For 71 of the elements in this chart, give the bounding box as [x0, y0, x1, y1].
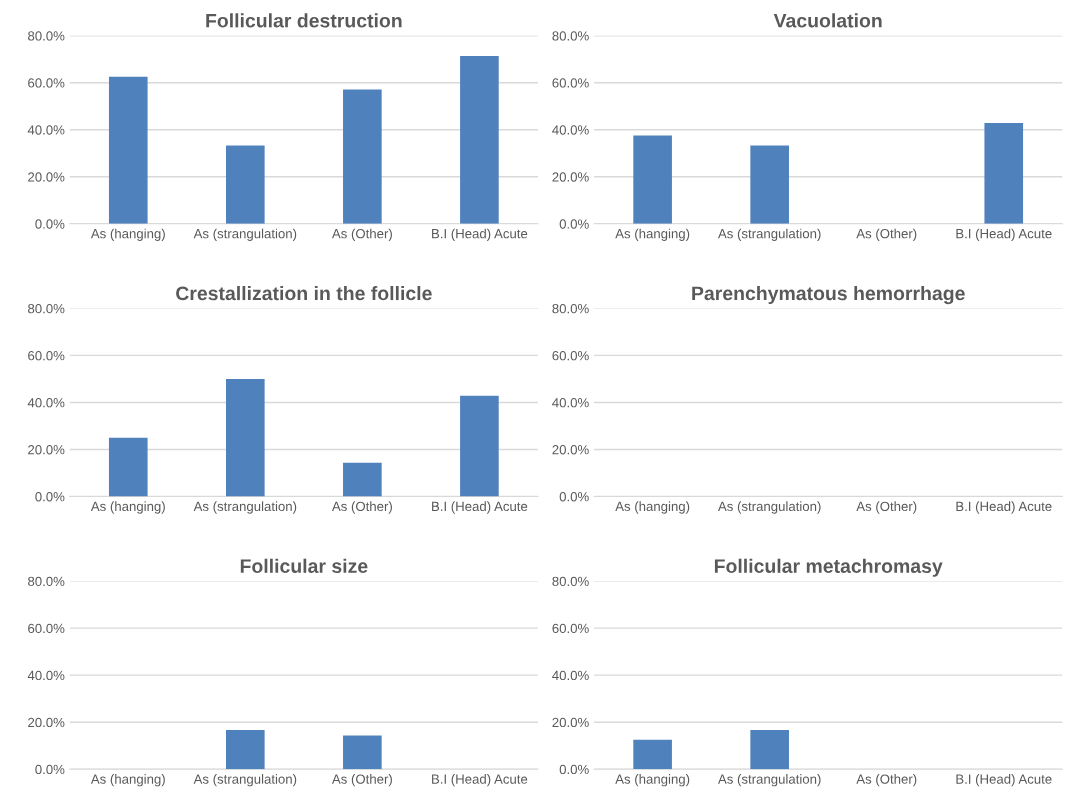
- x-tick-label: B.I (Head) Acute: [432, 228, 528, 241]
- x-tick-label: B.I (Head) Acute: [956, 501, 1052, 514]
- x-tick-label: As (strangulation): [717, 228, 821, 241]
- y-tick-label: 60.0%: [28, 78, 65, 88]
- chart-title: Follicular size: [240, 558, 368, 573]
- chart-title: Crestallization in the follicle: [176, 285, 432, 301]
- x-tick-label: As (strangulation): [193, 501, 297, 514]
- y-tick-label: 40.0%: [552, 398, 589, 408]
- x-tick-label: As (hanging): [90, 501, 165, 514]
- y-tick-label: 40.0%: [27, 125, 65, 135]
- x-tick-label: As (Other): [856, 501, 917, 514]
- chart-title: Follicular metachromasy: [714, 558, 943, 577]
- chart-title: Parenchymatous hemorrhage: [692, 285, 965, 305]
- y-tick-label: 80.0%: [28, 576, 65, 587]
- x-tick-label: As (hanging): [90, 774, 165, 787]
- y-tick-label: 20.0%: [552, 172, 589, 182]
- x-tick-label: As (Other): [331, 228, 392, 241]
- bar: [343, 462, 382, 497]
- x-tick-label: As (hanging): [615, 774, 690, 787]
- y-tick-label: 80.0%: [28, 303, 65, 314]
- y-tick-label: 60.0%: [28, 623, 65, 634]
- x-tick-label: B.I (Head) Acute: [432, 774, 528, 787]
- x-tick-label: As (Other): [856, 774, 917, 787]
- bar: [226, 145, 265, 224]
- x-tick-label: As (strangulation): [717, 774, 821, 787]
- bar: [984, 122, 1024, 224]
- x-tick-label: As (hanging): [615, 501, 690, 514]
- y-tick-label: 40.0%: [27, 398, 65, 408]
- y-tick-label: 80.0%: [28, 31, 65, 41]
- bar: [226, 378, 265, 497]
- y-tick-label: 20.0%: [28, 445, 65, 455]
- x-tick-label: B.I (Head) Acute: [432, 501, 528, 514]
- x-tick-label: As (hanging): [615, 228, 690, 241]
- y-tick-label: 0.0%: [35, 764, 65, 775]
- y-tick-label: 0.0%: [559, 764, 589, 775]
- y-tick-label: 40.0%: [552, 125, 589, 135]
- y-tick-label: 20.0%: [552, 445, 589, 455]
- bar: [108, 437, 148, 497]
- x-tick-label: As (Other): [331, 774, 392, 787]
- x-tick-label: As (strangulation): [193, 228, 297, 241]
- chart-title: Vacuolation: [773, 13, 882, 28]
- x-tick-label: B.I (Head) Acute: [956, 774, 1052, 787]
- x-tick-label: As (strangulation): [193, 774, 297, 787]
- y-tick-label: 20.0%: [28, 172, 65, 182]
- bar: [460, 395, 499, 497]
- x-tick-label: As (Other): [856, 228, 917, 241]
- bar: [633, 135, 672, 224]
- chart-title: Follicular destruction: [206, 13, 402, 28]
- bar: [343, 89, 382, 224]
- x-tick-label: As (strangulation): [717, 501, 821, 514]
- y-tick-label: 60.0%: [552, 350, 589, 361]
- bar: [750, 145, 789, 224]
- y-tick-label: 0.0%: [559, 219, 589, 229]
- y-tick-label: 80.0%: [552, 576, 589, 587]
- y-tick-label: 60.0%: [552, 623, 589, 634]
- y-tick-label: 60.0%: [28, 350, 65, 361]
- y-tick-label: 0.0%: [559, 492, 589, 502]
- y-tick-label: 40.0%: [27, 670, 65, 681]
- y-tick-label: 40.0%: [552, 670, 589, 681]
- x-tick-label: As (Other): [331, 501, 392, 514]
- x-tick-label: As (hanging): [90, 228, 165, 241]
- y-tick-label: 20.0%: [28, 717, 65, 728]
- y-tick-label: 80.0%: [552, 303, 589, 314]
- bar: [460, 55, 499, 224]
- y-tick-label: 0.0%: [35, 492, 65, 502]
- x-tick-label: B.I (Head) Acute: [956, 228, 1052, 241]
- y-tick-label: 20.0%: [552, 717, 589, 728]
- y-tick-label: 60.0%: [552, 78, 589, 88]
- y-tick-label: 0.0%: [35, 219, 65, 229]
- bar: [108, 76, 148, 224]
- y-tick-label: 80.0%: [552, 31, 589, 41]
